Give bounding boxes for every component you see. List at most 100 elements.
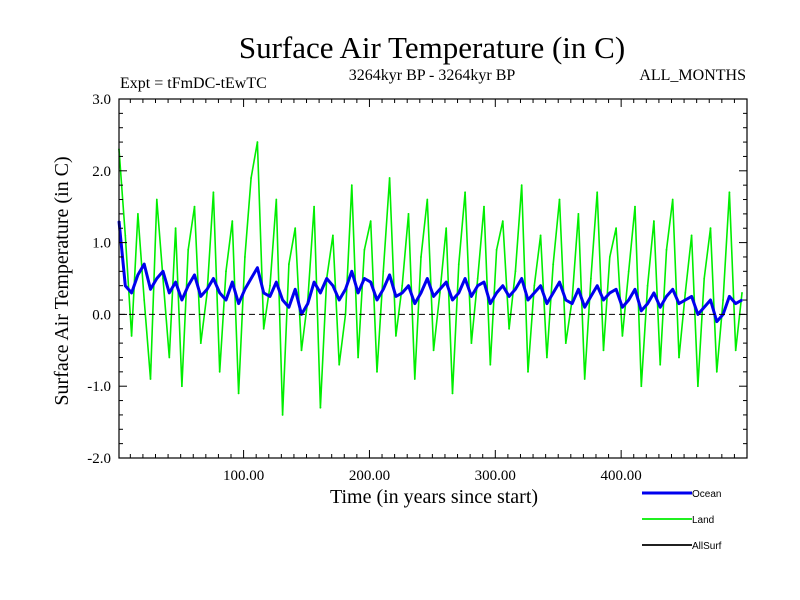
data-point-land bbox=[646, 284, 649, 287]
data-point-land bbox=[709, 227, 712, 230]
data-point-land bbox=[376, 370, 378, 373]
data-point-ocean bbox=[269, 295, 271, 298]
data-point-ocean bbox=[174, 281, 177, 283]
legend-label-land: Land bbox=[692, 515, 714, 526]
data-point-land bbox=[143, 299, 146, 301]
data-point-ocean bbox=[357, 292, 359, 294]
data-point-land bbox=[181, 385, 183, 388]
data-point-land bbox=[501, 220, 504, 223]
y-tick-label: 1.0 bbox=[92, 236, 111, 252]
data-point-land bbox=[363, 248, 366, 251]
data-point-land bbox=[583, 378, 586, 380]
data-point-land bbox=[520, 184, 523, 187]
data-point-ocean bbox=[250, 277, 253, 280]
data-point-ocean bbox=[527, 299, 529, 301]
data-point-land bbox=[552, 263, 555, 265]
data-point-land bbox=[539, 234, 542, 237]
data-point-land bbox=[659, 363, 662, 366]
data-point-ocean bbox=[181, 299, 183, 301]
data-point-land bbox=[420, 256, 422, 258]
data-point-land bbox=[432, 349, 435, 352]
data-point-land bbox=[395, 335, 397, 337]
data-point-ocean bbox=[571, 302, 573, 305]
data-point-ocean bbox=[653, 292, 655, 294]
data-point-ocean bbox=[495, 292, 498, 294]
data-point-land bbox=[262, 327, 265, 330]
data-point-land bbox=[225, 270, 227, 273]
x-tick-label: 200.00 bbox=[349, 468, 390, 484]
experiment-label: Expt = tFmDC-tEwTC bbox=[120, 75, 267, 92]
data-point-land bbox=[489, 363, 492, 366]
data-point-land bbox=[439, 292, 441, 294]
data-point-ocean bbox=[671, 288, 674, 291]
data-point-ocean bbox=[715, 320, 718, 323]
data-point-ocean bbox=[143, 263, 146, 265]
data-point-ocean bbox=[413, 302, 416, 305]
data-point-land bbox=[590, 277, 592, 280]
data-point-land bbox=[690, 234, 693, 237]
data-point-ocean bbox=[294, 288, 297, 291]
x-tick-label: 400.00 bbox=[601, 468, 642, 484]
data-point-land bbox=[451, 392, 454, 395]
data-point-ocean bbox=[684, 299, 687, 301]
data-point-ocean bbox=[426, 277, 429, 280]
data-point-land bbox=[350, 184, 353, 187]
data-point-land bbox=[445, 227, 448, 230]
legend-label-ocean: Ocean bbox=[692, 489, 721, 500]
series-line-ocean bbox=[117, 220, 743, 324]
data-point-ocean bbox=[288, 306, 290, 309]
data-point-land bbox=[678, 356, 680, 359]
data-point-land bbox=[137, 213, 139, 215]
data-point-ocean bbox=[546, 302, 548, 305]
data-point-land bbox=[514, 270, 517, 273]
data-point-land bbox=[413, 378, 416, 380]
y-tick-label: -1.0 bbox=[87, 379, 111, 395]
data-point-land bbox=[231, 220, 234, 223]
data-point-land bbox=[728, 191, 731, 194]
data-point-ocean bbox=[350, 270, 353, 273]
data-point-ocean bbox=[199, 295, 202, 298]
data-point-ocean bbox=[149, 288, 152, 291]
data-point-ocean bbox=[306, 302, 309, 305]
data-point-land bbox=[426, 198, 429, 201]
data-point-ocean bbox=[137, 274, 139, 276]
data-point-ocean bbox=[634, 288, 636, 291]
data-point-ocean bbox=[646, 302, 649, 305]
data-point-ocean bbox=[659, 306, 662, 309]
data-point-ocean bbox=[508, 295, 510, 298]
data-point-land bbox=[344, 313, 347, 316]
data-point-ocean bbox=[319, 292, 322, 294]
data-point-land bbox=[193, 205, 196, 208]
data-point-land bbox=[640, 385, 643, 388]
data-point-ocean bbox=[325, 277, 328, 280]
data-point-ocean bbox=[206, 288, 209, 291]
data-point-land bbox=[288, 263, 290, 265]
data-point-ocean bbox=[608, 292, 611, 294]
data-point-land bbox=[388, 177, 391, 179]
data-point-land bbox=[684, 292, 687, 294]
data-point-land bbox=[250, 177, 253, 179]
data-point-land bbox=[464, 191, 466, 194]
data-point-land bbox=[275, 198, 278, 201]
data-point-ocean bbox=[256, 266, 259, 269]
data-point-land bbox=[294, 227, 297, 230]
data-point-land bbox=[615, 227, 617, 230]
data-point-ocean bbox=[407, 284, 410, 287]
data-point-land bbox=[269, 284, 271, 287]
plot-area bbox=[117, 141, 747, 416]
data-point-land bbox=[495, 248, 498, 251]
plot-frame bbox=[118, 98, 748, 459]
data-point-land bbox=[300, 349, 303, 352]
data-point-land bbox=[715, 370, 718, 373]
x-tick-label: 100.00 bbox=[223, 468, 264, 484]
data-point-land bbox=[596, 191, 599, 194]
data-point-land bbox=[199, 342, 202, 344]
chart-title: Surface Air Temperature (in C) bbox=[239, 30, 625, 65]
data-point-land bbox=[332, 234, 334, 237]
data-point-land bbox=[155, 198, 158, 201]
data-point-land bbox=[653, 220, 655, 223]
data-point-ocean bbox=[564, 299, 567, 301]
data-point-ocean bbox=[476, 284, 479, 287]
data-point-ocean bbox=[244, 288, 246, 291]
